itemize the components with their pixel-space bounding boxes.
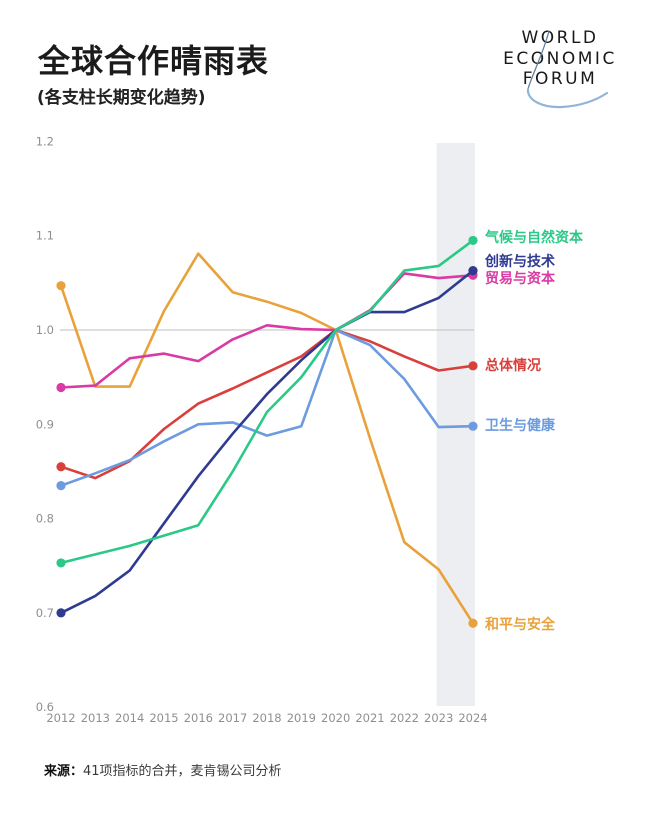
y-axis-tick: 1.2 (36, 134, 54, 148)
x-axis-tick: 2014 (115, 711, 144, 725)
source-text: 41项指标的合并，麦肯锡公司分析 (83, 764, 282, 779)
x-axis-tick: 2015 (149, 711, 178, 725)
series-endpoint-dot (56, 480, 66, 491)
series-line-4 (59, 328, 475, 487)
series-line-5 (59, 252, 475, 625)
series-endpoint-dot (56, 382, 66, 393)
series-label-2: 贸易与资本 (485, 271, 555, 288)
series-line-3 (59, 328, 475, 480)
series-label-3: 总体情况 (485, 357, 541, 374)
y-axis-tick: 0.9 (36, 417, 54, 431)
page-title: 全球合作晴雨表 (38, 42, 270, 80)
y-axis-tick: 0.8 (36, 512, 54, 526)
y-axis-tick: 0.6 (36, 700, 54, 714)
source-label: 来源： (44, 764, 84, 779)
y-axis-tick: 0.7 (36, 606, 54, 620)
series-endpoint-dot (468, 421, 478, 431)
series-endpoint-dot (468, 265, 478, 276)
series-endpoint-dot (56, 558, 66, 568)
x-axis-tick: 2023 (424, 711, 453, 725)
series-endpoint-dot (56, 281, 66, 291)
x-axis-tick: 2021 (355, 711, 384, 725)
x-axis-tick: 2017 (218, 711, 247, 725)
x-axis-tick: 2018 (252, 711, 281, 725)
series-line-0 (59, 239, 475, 565)
x-axis-tick: 2024 (458, 711, 487, 725)
series-line-1 (59, 269, 475, 615)
x-axis-tick: 2020 (321, 711, 350, 725)
y-axis-tick: 1.0 (36, 323, 54, 337)
source-note: 来源：41项指标的合并，麦肯锡公司分析 (44, 760, 282, 779)
x-axis-tick: 2022 (390, 711, 419, 725)
series-endpoint-dot (468, 235, 478, 246)
highlight-band (436, 143, 475, 706)
x-axis-tick: 2013 (81, 711, 110, 725)
series-label-5: 和平与安全 (485, 617, 555, 634)
series-endpoint-dot (56, 608, 66, 618)
series-endpoint-dot (468, 618, 478, 628)
y-axis-tick: 1.1 (36, 229, 54, 243)
x-axis-tick: 2012 (46, 711, 75, 725)
series-label-4: 卫生与健康 (485, 418, 555, 435)
series-endpoint-dot (468, 361, 478, 371)
page-subtitle: (各支柱长期变化趋势) (37, 88, 206, 108)
x-axis-tick: 2019 (287, 711, 316, 725)
series-endpoint-dot (56, 462, 66, 472)
series-label-0: 气候与自然资本 (485, 230, 583, 247)
series-label-1: 创新与技术 (485, 253, 555, 270)
series-line-2 (59, 272, 475, 389)
x-axis-tick: 2016 (184, 711, 213, 725)
